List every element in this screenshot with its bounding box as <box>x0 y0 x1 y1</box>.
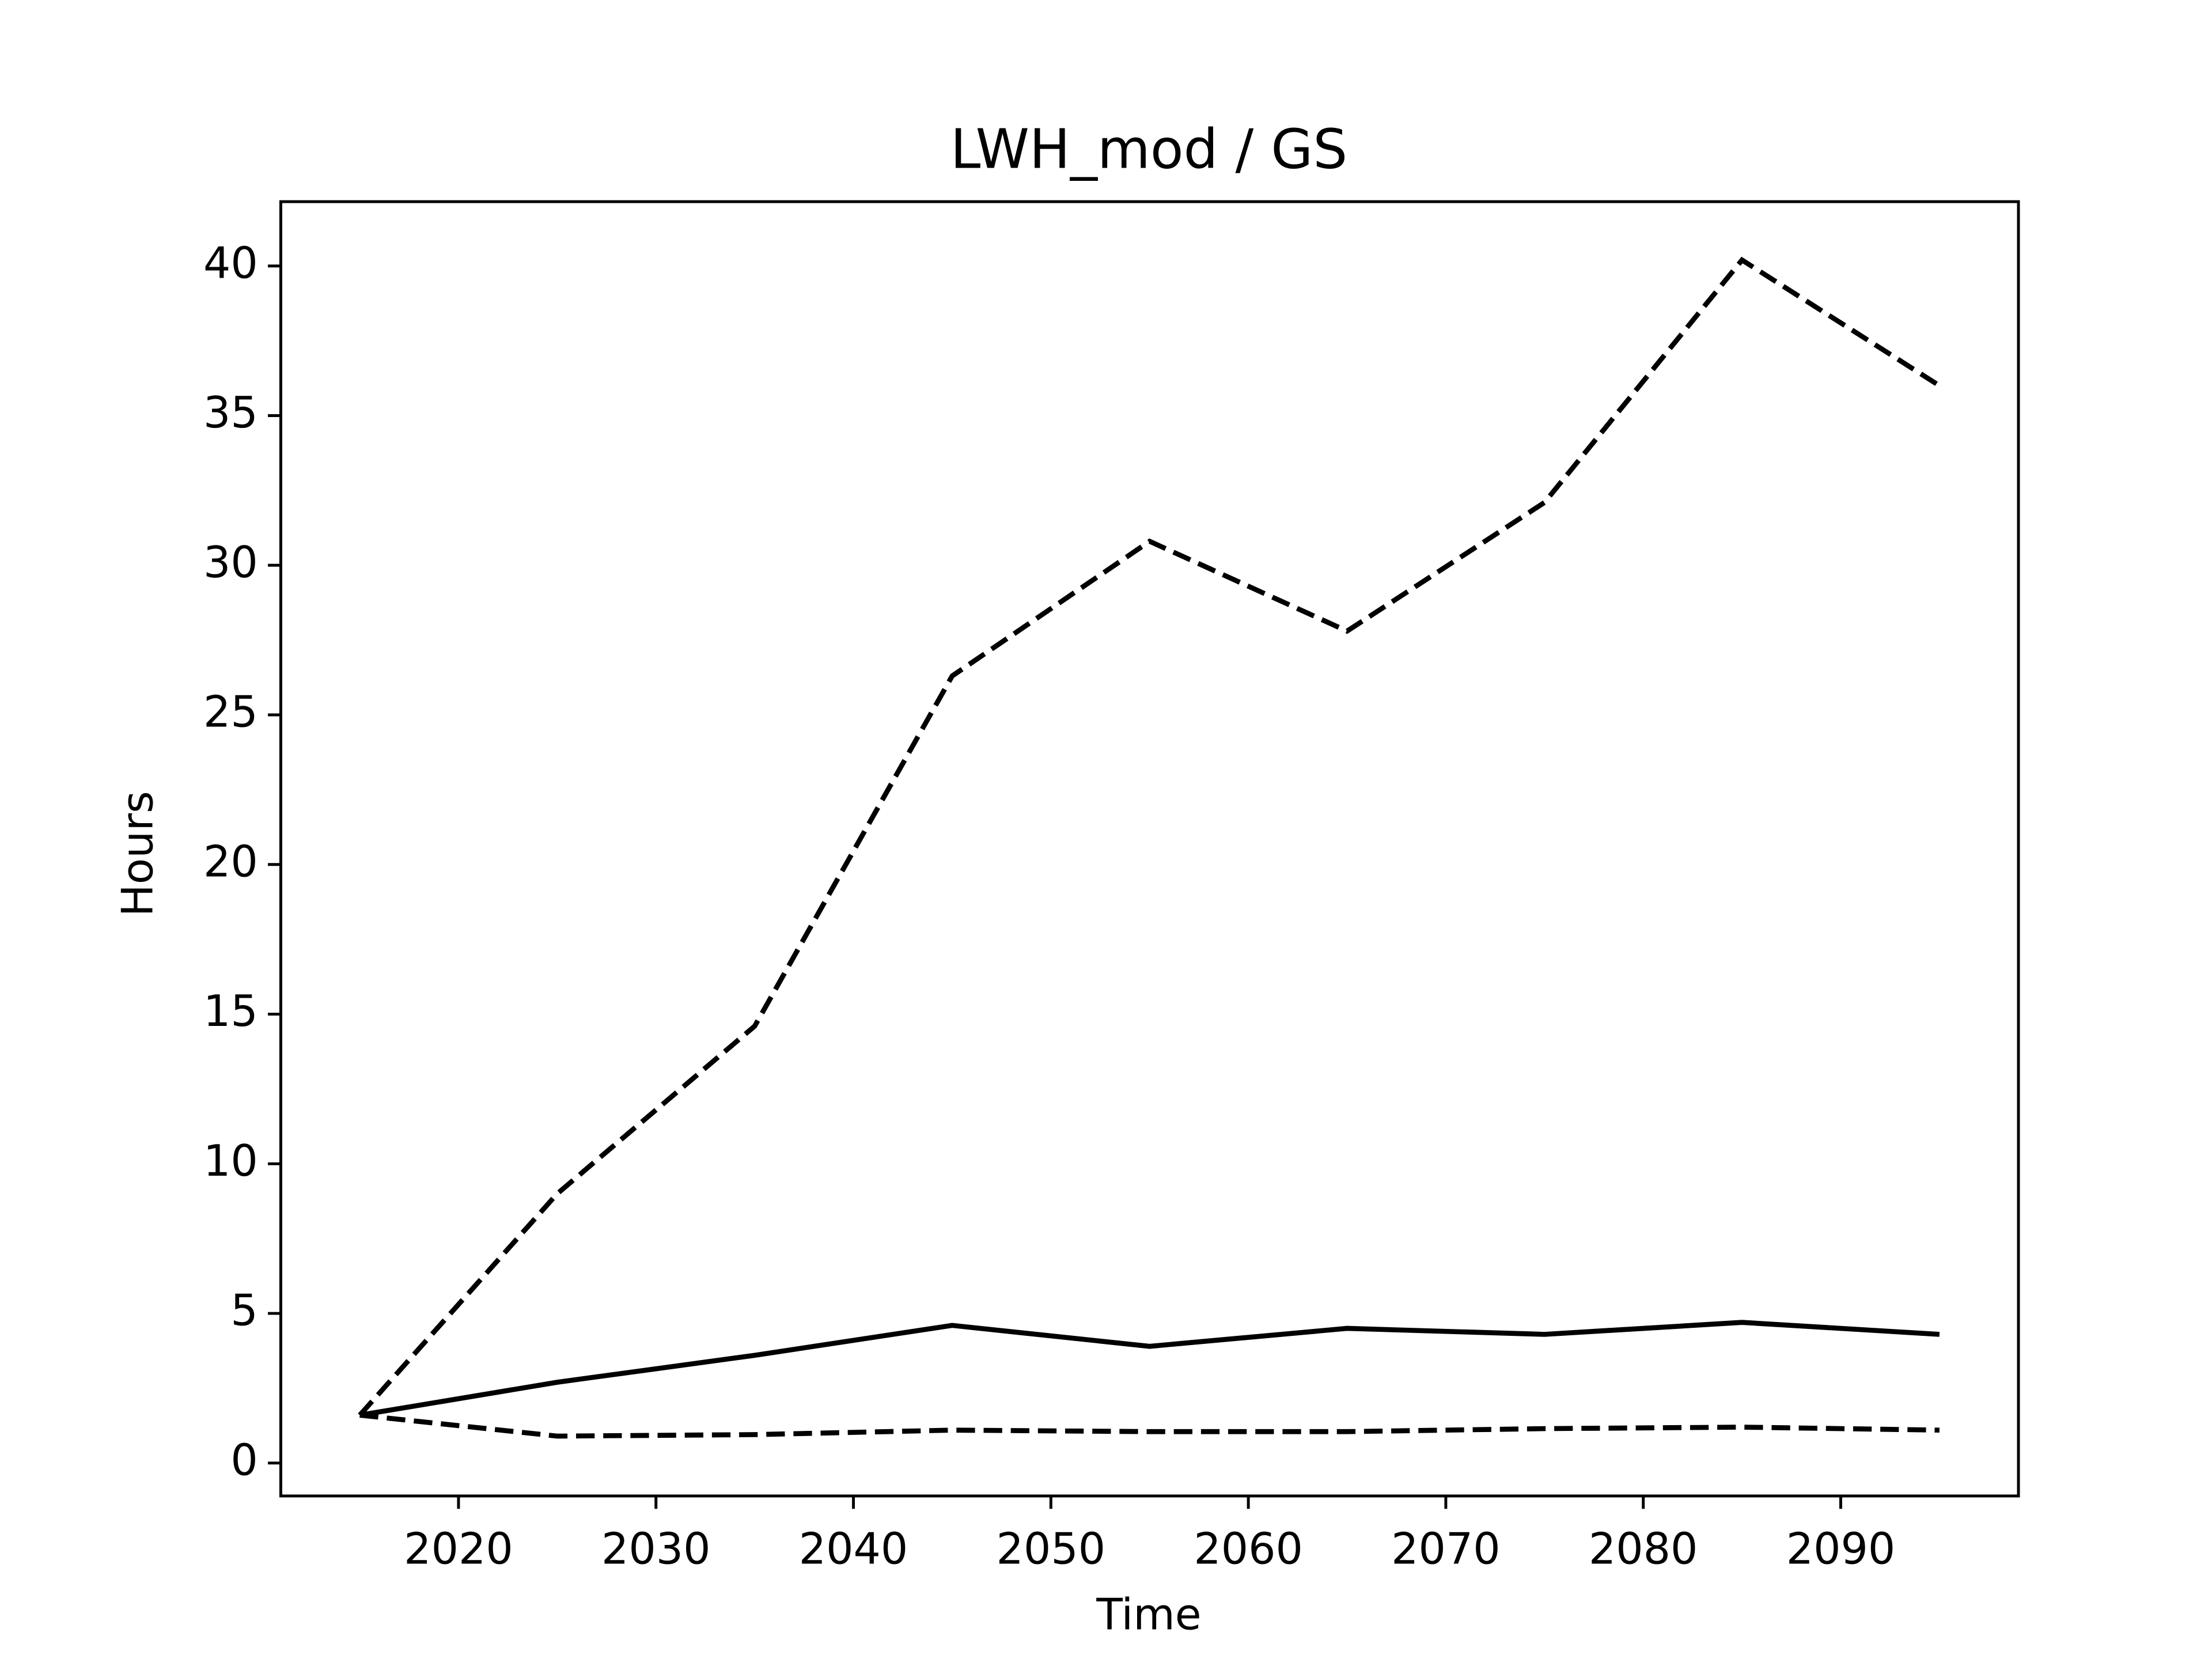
y-tick-label: 30 <box>203 537 258 588</box>
y-tick-label: 35 <box>203 388 258 438</box>
x-tick-label: 2030 <box>601 1524 711 1574</box>
series-line <box>358 256 1941 1417</box>
y-tick-label: 40 <box>203 238 258 288</box>
plot-frame <box>279 200 2020 1498</box>
y-tick-label: 0 <box>230 1435 257 1485</box>
x-tick-label: 2020 <box>404 1524 513 1574</box>
y-tick-label: 15 <box>203 986 258 1036</box>
y-axis-label: Hours <box>113 791 163 916</box>
y-tick-label: 10 <box>203 1136 258 1186</box>
x-axis-label: Time <box>1096 1590 1201 1640</box>
y-tick-label: 20 <box>203 836 258 887</box>
x-tick-label: 2060 <box>1194 1524 1303 1574</box>
y-tick-label: 5 <box>230 1286 257 1336</box>
x-tick-label: 2090 <box>1786 1524 1896 1574</box>
chart-title: LWH_mod / GS <box>950 118 1347 181</box>
series-line <box>359 1412 1940 1439</box>
x-tick-label: 2070 <box>1391 1524 1501 1574</box>
x-tick-label: 2080 <box>1589 1524 1698 1574</box>
x-tick-label: 2050 <box>997 1524 1106 1574</box>
x-tick-label: 2040 <box>799 1524 908 1574</box>
y-tick-label: 25 <box>203 687 258 737</box>
series-line <box>359 1320 1940 1418</box>
